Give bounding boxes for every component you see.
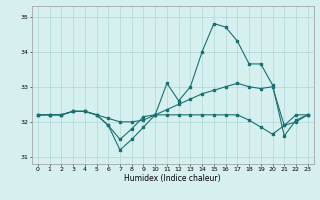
X-axis label: Humidex (Indice chaleur): Humidex (Indice chaleur): [124, 174, 221, 183]
